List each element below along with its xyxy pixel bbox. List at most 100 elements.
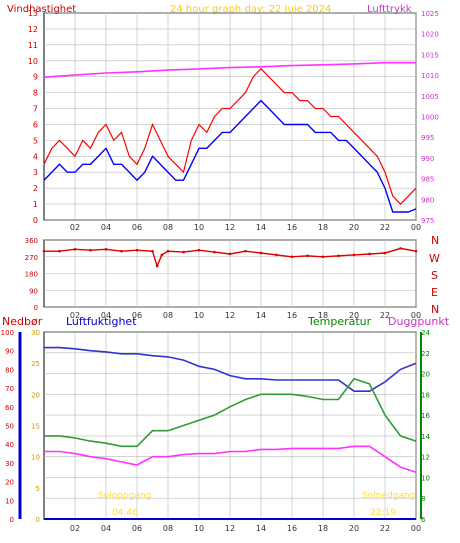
humidity-y-tick-label: 25 [31,360,40,368]
rain-y-tick-label: 0 [10,516,14,524]
pressure-y-tick-label: 1005 [421,93,439,101]
x-tick-label: 18 [318,524,328,533]
x-tick-label: 16 [287,311,297,320]
compass-north-bottom: N [431,303,439,316]
humidity-title: Luftfuktighet [66,315,137,328]
wind-y-tick-label: 13 [28,9,38,18]
wind-direction-point [151,249,154,253]
x-tick-label: 20 [349,223,359,232]
temperature-y-tick-label: 16 [421,412,430,420]
x-tick-label: 06 [132,223,142,232]
series-layer [42,61,418,520]
wind-y-tick-label: 2 [33,184,38,193]
wind-direction-point [89,248,92,252]
rain-y-tick-label: 20 [5,479,14,487]
wind-direction-point [120,249,123,253]
wind-direction-point [275,253,278,257]
temperature-y-tick-label: 20 [421,371,430,379]
pressure-y-tick-label: 980 [421,196,434,204]
wind-direction-point [155,264,159,268]
x-tick-label: 20 [349,311,359,320]
wind-direction-point [73,248,77,251]
wind-direction-point [383,251,387,255]
wind-direction-point [104,248,108,251]
x-tick-label: 14 [256,223,266,232]
x-tick-label: 12 [225,223,235,232]
wind-direction-point [352,253,356,257]
wind-y-tick-label: 4 [33,152,38,161]
pressure-y-tick-label: 1020 [421,31,439,39]
x-tick-label: 22 [380,524,390,533]
wind-y-tick-label: 3 [33,168,38,177]
temperature-y-tick-label: 14 [421,433,430,441]
x-tick-label: 00 [411,311,421,320]
compass-south: S [431,269,438,282]
temperature-line [44,377,417,448]
temperature-y-tick-label: 12 [421,454,430,462]
wind-direction-point [259,251,263,255]
wind-direction-point [135,248,139,252]
pressure-y-tick-label: 1010 [421,72,439,80]
x-tick-label: 08 [163,524,173,533]
direction-y-tick-label: 0 [34,304,38,312]
wind-average-line [43,99,417,213]
temperature-title: Temperatur [307,315,372,328]
compass-north-top: N [431,234,439,247]
wind-direction-point [306,254,309,258]
wind-gust-line [43,67,417,205]
x-tick-label: 22 [380,311,390,320]
wind-direction-point [368,252,371,256]
humidity-y-tick-label: 15 [31,423,40,431]
compass-west: W [429,252,440,265]
rain-y-tick-label: 40 [5,441,14,449]
dewpoint-title: Duggpunkt [388,315,450,328]
graph-date-title: 24 hour graph day: 22 Juie 2024 [170,4,331,15]
rain-y-tick-label: 70 [5,385,14,393]
x-tick-label: 18 [318,223,328,232]
pressure-y-tick-label: 1000 [421,114,439,122]
wind-y-tick-label: 11 [28,41,38,50]
x-tick-label: 10 [194,223,204,232]
wind-direction-point [213,250,216,254]
wind-direction-point [337,254,340,258]
x-tick-label: 02 [70,524,80,533]
sunrise-time: 04:46 [112,508,138,518]
wind-direction-point [58,249,61,253]
wind-speed-title: Vindhastighet [7,4,76,15]
humidity-line [44,346,417,393]
wind-y-tick-label: 12 [28,25,38,34]
wind-y-tick-label: 7 [33,105,38,114]
pressure-y-tick-label: 1015 [421,51,439,59]
x-tick-label: 08 [163,223,173,232]
rain-title: Nedbør [2,315,43,328]
direction-y-tick-label: 270 [25,254,38,262]
temperature-y-tick-label: 24 [421,329,430,337]
x-tick-label: 06 [132,524,142,533]
direction-y-tick-label: 180 [25,271,38,279]
compass-east: E [431,286,438,299]
sunset-time: 22:19 [370,508,396,518]
pressure-y-tick-label: 1025 [421,10,439,18]
temperature-y-tick-label: 18 [421,391,430,399]
wind-direction-point [244,249,247,253]
wind-direction-point [399,247,402,250]
temperature-y-tick-label: 6 [421,516,426,524]
x-tick-label: 06 [132,311,142,320]
rain-y-tick-label: 80 [5,366,14,374]
wind-direction-point [228,252,232,256]
rain-y-tick-label: 50 [5,423,14,431]
wind-direction-point [160,253,164,257]
direction-y-tick-label: 360 [25,237,38,245]
pressure-y-tick-label: 985 [421,176,434,184]
wind-y-tick-label: 9 [33,73,38,82]
x-tick-label: 04 [101,524,111,533]
x-tick-label: 14 [256,311,266,320]
wind-direction-point [290,255,294,259]
x-tick-label: 12 [225,311,235,320]
rain-y-tick-label: 10 [5,497,14,505]
x-tick-label: 22 [380,223,390,232]
humidity-y-tick-label: 0 [36,516,40,524]
x-tick-label: 00 [411,223,421,232]
